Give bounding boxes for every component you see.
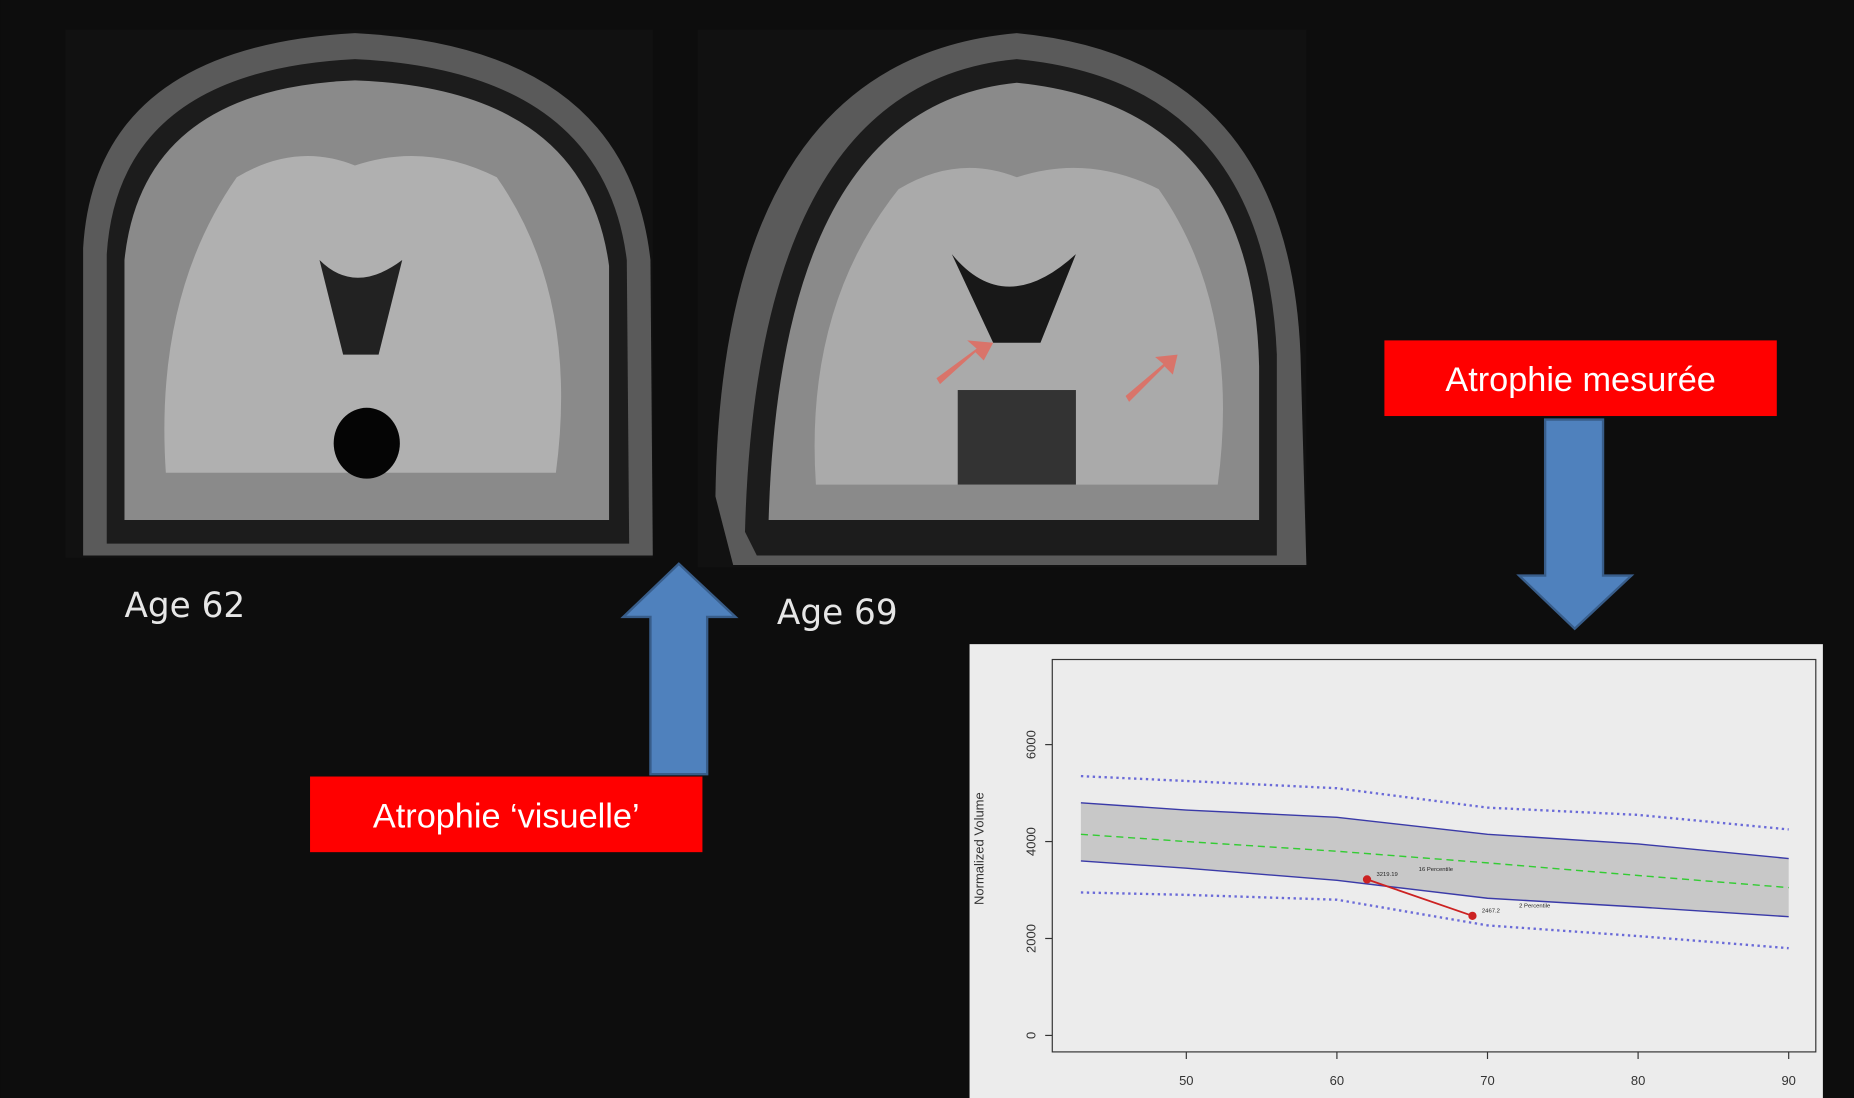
age-label: Age 69	[777, 593, 898, 633]
patient-point	[1468, 912, 1476, 920]
x-tick-label: 90	[1781, 1073, 1795, 1088]
mri-age-69	[698, 30, 1307, 568]
point-label: 2467.2	[1482, 908, 1500, 914]
y-tick-label: 6000	[1024, 730, 1039, 759]
annotation: 16 Percentile	[1419, 867, 1454, 873]
y-axis-label: Normalized Volume	[972, 792, 987, 905]
x-tick-label: 50	[1179, 1073, 1193, 1088]
y-tick-label: 4000	[1024, 827, 1039, 856]
annotation: 2 Percentile	[1519, 904, 1551, 910]
label-text: Atrophie mesurée	[1445, 361, 1715, 399]
page: {"labels": {"age_1": "Age 62", "age_2": …	[0, 0, 1854, 1098]
label-text: Atrophie ‘visuelle’	[373, 797, 640, 835]
x-tick-label: 80	[1631, 1073, 1645, 1088]
patient-point	[1363, 875, 1371, 883]
mri-age-62	[65, 30, 652, 558]
age-label: Age 62	[124, 586, 245, 626]
y-tick-label: 0	[1024, 1032, 1039, 1039]
y-tick-label: 2000	[1024, 924, 1039, 953]
slide: Age 62 Age 69 Atrophie ‘visuelle’ Atroph…	[0, 0, 1854, 1098]
x-tick-label: 60	[1330, 1073, 1344, 1088]
point-label: 3219.19	[1376, 872, 1397, 878]
x-tick-label: 70	[1480, 1073, 1494, 1088]
